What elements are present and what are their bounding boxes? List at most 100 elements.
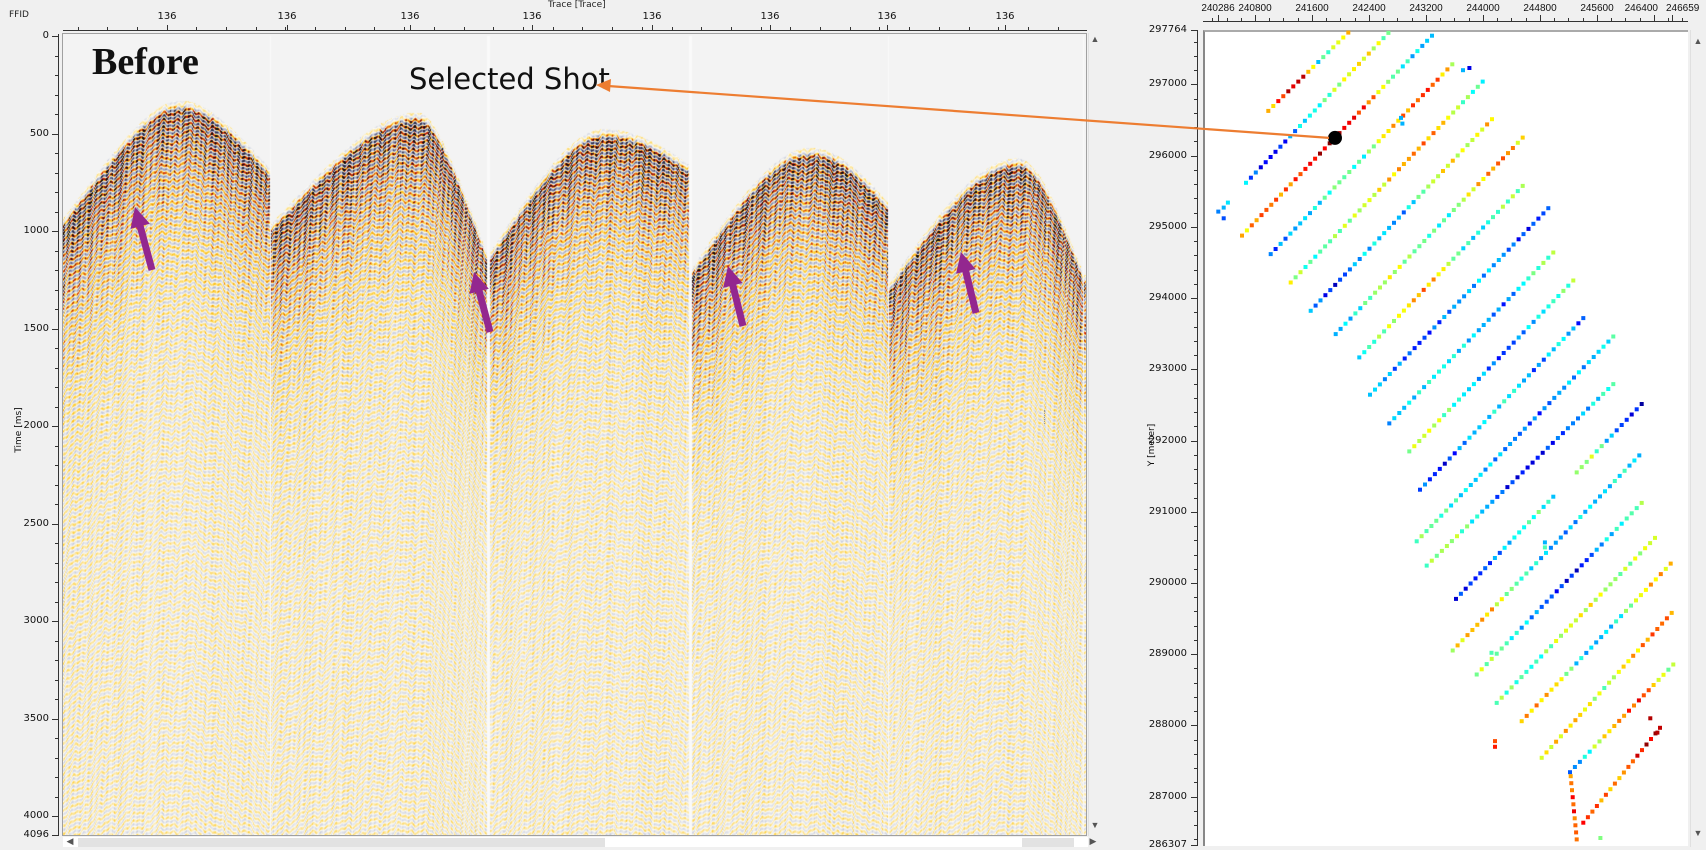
shot-point[interactable] (1437, 369, 1441, 374)
shot-point[interactable] (1421, 287, 1426, 292)
shot-point[interactable] (1397, 167, 1401, 172)
shot-point[interactable] (1463, 488, 1468, 493)
shot-point[interactable] (1288, 280, 1293, 285)
shot-point[interactable] (1446, 261, 1451, 266)
shot-point[interactable] (1477, 278, 1481, 283)
shot-point[interactable] (1333, 234, 1337, 239)
shot-point[interactable] (1442, 364, 1446, 369)
shot-point[interactable] (1644, 742, 1649, 747)
shot-point[interactable] (1506, 297, 1511, 302)
shot-point[interactable] (1467, 387, 1471, 392)
shot-point[interactable] (1623, 566, 1628, 571)
shot-point[interactable] (1490, 117, 1494, 122)
shot-point[interactable] (1578, 515, 1583, 519)
shot-point[interactable] (1458, 591, 1463, 596)
shot-point[interactable] (1574, 470, 1579, 475)
shot-point[interactable] (1278, 241, 1283, 246)
shot-point[interactable] (1424, 563, 1429, 568)
shot-point[interactable] (1660, 621, 1665, 626)
shot-point[interactable] (1444, 508, 1449, 513)
shot-point[interactable] (1519, 625, 1524, 630)
shot-point[interactable] (1332, 87, 1337, 92)
shot-point[interactable] (1392, 319, 1396, 323)
shot-point[interactable] (1293, 177, 1298, 182)
map-vertical-scrollbar[interactable] (1690, 30, 1706, 847)
shot-point[interactable] (1505, 199, 1510, 204)
shot-point[interactable] (1522, 378, 1526, 383)
shot-point[interactable] (1525, 465, 1530, 470)
shot-point[interactable] (1512, 388, 1517, 393)
shot-point[interactable] (1411, 298, 1416, 303)
shot-point[interactable] (1611, 382, 1616, 387)
scroll-left-arrow-icon[interactable]: ◀ (66, 836, 74, 846)
shot-point[interactable] (1446, 115, 1451, 120)
shot-point[interactable] (1386, 30, 1391, 35)
shot-point[interactable] (1442, 461, 1447, 466)
shot-point[interactable] (1517, 383, 1521, 388)
shot-point[interactable] (1485, 122, 1490, 127)
shot-point[interactable] (1397, 361, 1402, 366)
shot-point[interactable] (1470, 628, 1475, 632)
shot-point[interactable] (1601, 344, 1606, 349)
shot-point[interactable] (1557, 390, 1562, 395)
shot-point[interactable] (1542, 545, 1547, 550)
shot-point[interactable] (1415, 98, 1420, 103)
shot-point[interactable] (1396, 118, 1401, 123)
shot-point[interactable] (1567, 380, 1572, 385)
shot-point[interactable] (1574, 661, 1579, 666)
shot-point[interactable] (1603, 792, 1608, 797)
shot-point[interactable] (1571, 326, 1576, 331)
shot-point[interactable] (1363, 301, 1368, 305)
shot-point[interactable] (1347, 72, 1352, 77)
shot-point[interactable] (1509, 636, 1514, 641)
shot-point[interactable] (1571, 421, 1575, 426)
shot-point[interactable] (1536, 510, 1541, 514)
shot-point[interactable] (1347, 218, 1352, 223)
shot-point[interactable] (1288, 231, 1293, 236)
shot-point[interactable] (1496, 356, 1501, 361)
shot-point[interactable] (1431, 131, 1436, 136)
shot-point[interactable] (1387, 372, 1392, 376)
shot-point[interactable] (1572, 816, 1577, 821)
shot-point[interactable] (1641, 693, 1646, 698)
shot-point[interactable] (1450, 62, 1455, 67)
shot-point[interactable] (1650, 632, 1655, 637)
shot-point[interactable] (1416, 146, 1421, 151)
shot-point[interactable] (1352, 262, 1357, 267)
shot-point[interactable] (1422, 239, 1427, 243)
shot-point[interactable] (1573, 823, 1578, 828)
shot-point[interactable] (1454, 596, 1458, 601)
shot-point[interactable] (1328, 239, 1333, 244)
shot-point[interactable] (1450, 648, 1455, 653)
shot-point[interactable] (1337, 82, 1342, 87)
shot-point[interactable] (1288, 182, 1293, 187)
shot-point[interactable] (1594, 640, 1599, 645)
shot-point[interactable] (1592, 696, 1597, 701)
shot-point[interactable] (1490, 607, 1494, 612)
shot-point[interactable] (1564, 671, 1569, 676)
shot-point[interactable] (1630, 759, 1635, 764)
shot-point[interactable] (1451, 354, 1456, 359)
shot-point[interactable] (1432, 472, 1437, 477)
shot-point[interactable] (1437, 223, 1442, 228)
shot-point[interactable] (1221, 205, 1226, 210)
shot-point[interactable] (1391, 123, 1396, 128)
shot-point[interactable] (1594, 449, 1599, 454)
shot-point[interactable] (1356, 110, 1361, 115)
shot-point[interactable] (1572, 375, 1576, 380)
shot-point[interactable] (1486, 317, 1491, 322)
shot-point[interactable] (1343, 321, 1348, 326)
shot-point[interactable] (1598, 836, 1603, 840)
seismic-vertical-scrollbar[interactable] (1088, 33, 1103, 836)
shot-point[interactable] (1412, 395, 1417, 400)
shot-point[interactable] (1624, 516, 1629, 521)
shot-point[interactable] (1593, 597, 1598, 602)
shot-point[interactable] (1381, 36, 1386, 41)
shot-point[interactable] (1397, 264, 1402, 269)
shot-point[interactable] (1411, 151, 1416, 156)
shot-point[interactable] (1546, 304, 1551, 309)
shot-point[interactable] (1462, 294, 1467, 299)
shot-point[interactable] (1539, 654, 1544, 659)
shot-point[interactable] (1669, 610, 1674, 615)
shot-point[interactable] (1467, 66, 1472, 70)
